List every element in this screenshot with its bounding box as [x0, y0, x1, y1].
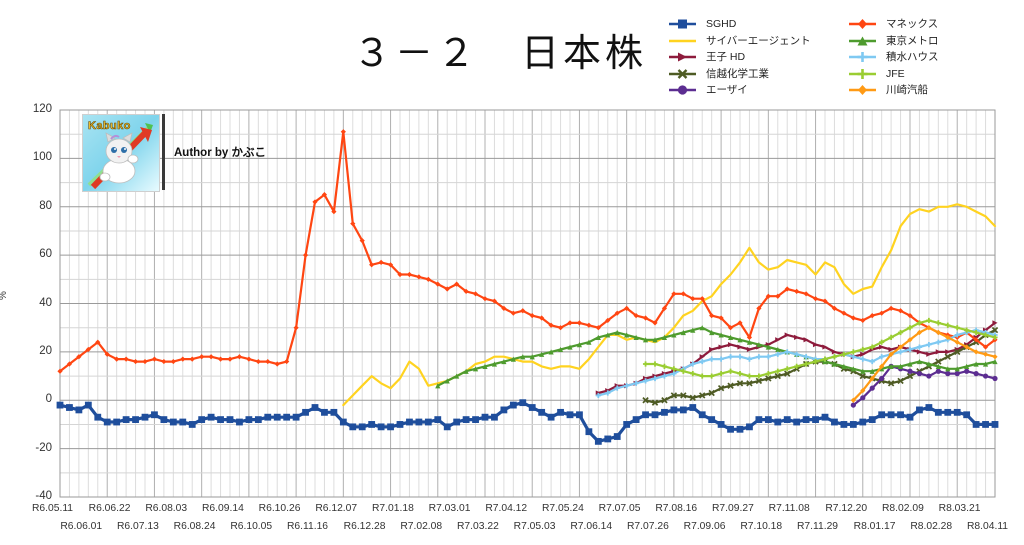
x-tick-label-top: R6.06.22	[88, 503, 131, 514]
y-tick-label: 80	[39, 199, 52, 212]
y-tick-label: 20	[39, 344, 52, 357]
legend-item-label: SGHD	[706, 18, 737, 31]
x-tick-label-bottom: R6.08.24	[173, 521, 216, 532]
y-tick-label: -20	[35, 441, 52, 454]
x-tick-label-top: R8.02.09	[882, 503, 924, 514]
cat-mascot-drawing	[83, 115, 159, 191]
series-積水ハウス	[595, 327, 998, 399]
x-tick-label-top: R7.12.20	[825, 503, 868, 514]
x-tick-label-bottom: R7.11.29	[797, 521, 839, 532]
x-tick-label-bottom: R7.09.06	[683, 521, 726, 532]
legend-item-エーザイ[interactable]: エーザイ	[668, 82, 844, 99]
x-tick-label-bottom: R7.03.22	[457, 521, 499, 532]
y-tick-label: 0	[45, 393, 52, 406]
x-tick-label-top: R6.10.26	[258, 503, 301, 514]
legend-item-label: JFE	[886, 67, 905, 80]
y-tick-label: -40	[35, 490, 52, 502]
legend-item-サイバーエージェント[interactable]: サイバーエージェント	[668, 33, 844, 50]
legend-item-label: 王子 HD	[706, 51, 746, 64]
legend-item-JFE[interactable]: JFE	[848, 66, 1024, 83]
legend-item-マネックス[interactable]: マネックス	[848, 16, 1024, 33]
watermark: Kabuko Author by かぶこ	[82, 114, 268, 192]
watermark-author: Author by かぶこ	[174, 147, 266, 159]
x-tick-label-top: R7.04.12	[485, 503, 528, 514]
x-tick-label-top: R7.01.18	[372, 503, 414, 514]
legend-item-label: 積水ハウス	[886, 51, 939, 64]
legend-item-王子 HD[interactable]: 王子 HD	[668, 49, 844, 66]
legend-column-1: SGHD サイバーエージェント 王子 HD 信越化学工業 エーザイ	[668, 16, 844, 99]
series-川崎汽船	[850, 325, 998, 403]
series-JFE	[642, 317, 998, 379]
page-title: ３－２ 日本株	[352, 33, 647, 75]
legend-item-東京メトロ[interactable]: 東京メトロ	[848, 33, 1024, 50]
legend-marker-icon	[848, 50, 882, 64]
x-tick-label-top: R7.08.16	[655, 503, 698, 514]
x-tick-label-top: R7.03.01	[428, 503, 471, 514]
cat-mascot-icon	[82, 114, 160, 192]
x-tick-label-bottom: R7.05.03	[513, 521, 556, 532]
x-tick-label-bottom: R8.04.11	[967, 521, 1009, 532]
x-tick-label-bottom: R6.06.01	[60, 521, 103, 532]
x-tick-label-top: R7.11.08	[768, 503, 810, 514]
x-tick-label-bottom: R6.07.13	[117, 521, 159, 532]
legend-item-川崎汽船[interactable]: 川崎汽船	[848, 82, 1024, 99]
series-マネックス	[57, 129, 998, 374]
watermark-logo-text: Kabuko	[88, 120, 131, 133]
x-tick-label-bottom: R8.01.17	[853, 521, 896, 532]
legend-item-信越化学工業[interactable]: 信越化学工業	[668, 66, 844, 83]
legend-item-積水ハウス[interactable]: 積水ハウス	[848, 49, 1024, 66]
legend-column-2: マネックス東京メトロ積水ハウス JFE 川崎汽船	[848, 16, 1024, 99]
legend-marker-icon	[668, 17, 702, 31]
legend-item-label: 信越化学工業	[706, 67, 769, 80]
x-tick-label-top: R6.09.14	[202, 503, 244, 514]
legend-marker-icon	[668, 83, 702, 97]
x-tick-label-top: R7.07.05	[598, 503, 641, 514]
x-tick-label-top: R6.08.03	[145, 503, 188, 514]
legend-marker-icon	[668, 50, 702, 64]
series-東京メトロ	[435, 325, 998, 389]
x-tick-label-bottom: R6.12.28	[343, 521, 386, 532]
legend-marker-icon	[848, 83, 882, 97]
series-SGHD	[56, 399, 999, 445]
x-tick-label-bottom: R6.10.05	[230, 521, 273, 532]
x-tick-label-top: R7.09.27	[712, 503, 754, 514]
y-tick-label: 60	[39, 248, 52, 261]
y-tick-label: 120	[32, 103, 52, 115]
y-tick-label: 100	[32, 151, 52, 164]
x-tick-label-bottom: R8.02.28	[910, 521, 953, 532]
x-tick-label-top: R7.05.24	[542, 503, 584, 514]
x-tick-label-top: R8.03.21	[938, 503, 981, 514]
legend-item-SGHD[interactable]: SGHD	[668, 16, 844, 33]
watermark-divider	[162, 114, 165, 190]
legend-marker-icon	[848, 17, 882, 31]
legend-item-label: エーザイ	[706, 84, 748, 97]
x-tick-label-bottom: R7.06.14	[570, 521, 613, 532]
chart-legend: SGHD サイバーエージェント 王子 HD 信越化学工業 エーザイ マネックス東京メトロ…	[668, 16, 1020, 100]
legend-marker-icon	[668, 67, 702, 81]
legend-item-label: サイバーエージェント	[706, 34, 811, 47]
x-tick-label-bottom: R7.07.26	[627, 521, 669, 532]
x-tick-label-bottom: R7.10.18	[740, 521, 783, 532]
legend-marker-icon	[668, 34, 702, 48]
x-tick-label-top: R6.12.07	[315, 503, 358, 514]
x-tick-label-top: R6.05.11	[32, 503, 74, 514]
legend-marker-icon	[848, 67, 882, 81]
series-信越化学工業	[642, 326, 999, 406]
legend-item-label: 東京メトロ	[886, 34, 939, 47]
legend-item-label: 川崎汽船	[886, 84, 928, 97]
y-tick-label: 40	[39, 296, 52, 309]
x-tick-label-bottom: R7.02.08	[400, 521, 443, 532]
legend-marker-icon	[848, 34, 882, 48]
x-tick-label-bottom: R6.11.16	[287, 521, 329, 532]
legend-item-label: マネックス	[886, 18, 939, 31]
